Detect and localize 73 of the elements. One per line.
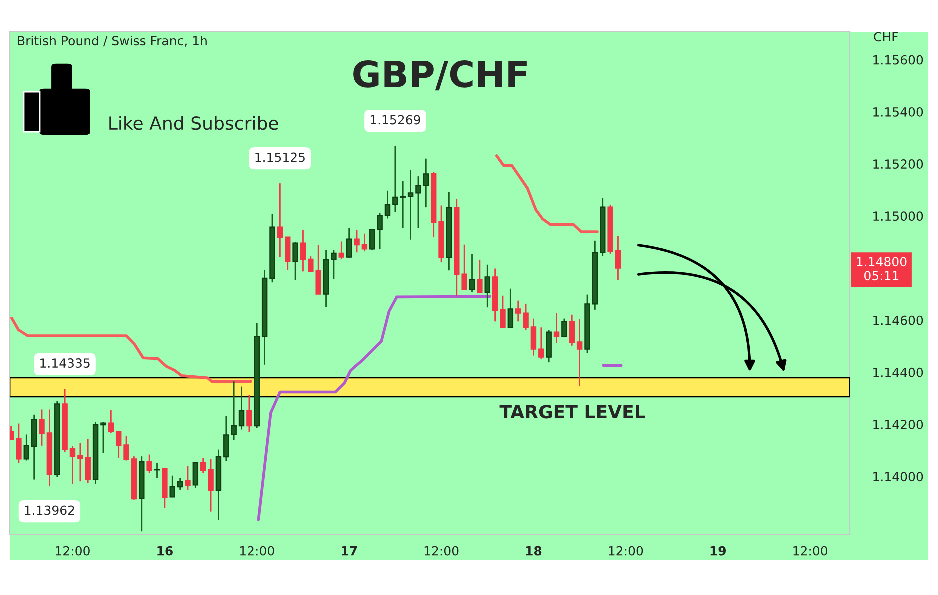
candlestick — [530, 318, 537, 356]
candlestick — [562, 318, 568, 338]
y-tick-label: 1.15400 — [874, 107, 924, 117]
candlestick — [469, 254, 476, 294]
candlestick — [538, 326, 544, 360]
candlestick — [39, 409, 45, 447]
x-tick-label: 12:00 — [424, 546, 459, 556]
y-tick-label: 1.15600 — [874, 55, 924, 65]
candlestick — [423, 158, 430, 208]
annotation: 1.15125 — [256, 152, 305, 162]
x-tick-label: 12:00 — [794, 546, 828, 556]
candlestick — [554, 312, 560, 344]
candlestick — [185, 466, 191, 491]
text: 1.14800 05:11 — [857, 257, 907, 281]
candlestick — [108, 410, 114, 434]
candlestick — [354, 229, 360, 254]
y-tick-label: 1.14000 — [874, 472, 924, 482]
chart-title: British Pound / Swiss Franc, 1h — [18, 36, 207, 47]
candlestick — [500, 295, 506, 328]
annotation: 1.14335 — [40, 358, 90, 368]
candlestick — [416, 176, 422, 230]
candlestick — [569, 314, 575, 347]
candlestick — [192, 462, 199, 489]
annotation: GBP/CHF — [354, 60, 527, 91]
candlestick — [477, 259, 483, 294]
x-tick-label: 18 — [526, 546, 542, 556]
candlestick — [146, 454, 152, 474]
candlestick — [200, 457, 206, 474]
y-tick-label: 1.14600 — [874, 316, 924, 326]
candlestick — [523, 303, 529, 332]
candlestick — [16, 423, 22, 464]
candlestick — [484, 264, 490, 308]
candlestick — [100, 422, 106, 454]
x-tick-label: 16 — [158, 546, 173, 556]
candlestick — [576, 318, 583, 388]
annotation: 1.13962 — [25, 506, 74, 516]
candlestick — [346, 228, 352, 260]
candlestick — [615, 236, 622, 282]
x-tick-label: 12:00 — [240, 546, 274, 556]
candlestick — [377, 212, 383, 250]
y-axis-title: CHF — [874, 32, 898, 42]
x-tick-label: 12:00 — [609, 546, 644, 556]
y-tick-label: 1.15000 — [874, 212, 924, 222]
candlestick — [170, 475, 176, 498]
candlestick — [370, 228, 376, 251]
candlestick — [292, 242, 298, 281]
candlestick — [124, 436, 130, 462]
x-tick-label: 19 — [710, 546, 726, 556]
candlestick — [277, 182, 284, 258]
candlestick — [408, 169, 414, 241]
candlestick — [70, 446, 76, 486]
annotation: 1.15269 — [370, 115, 420, 125]
candlestick — [331, 249, 337, 280]
candlestick — [154, 462, 160, 479]
candlestick — [338, 240, 345, 260]
candlestick — [116, 430, 122, 459]
candlestick — [208, 458, 214, 513]
band-label: TARGET LEVEL — [500, 405, 646, 419]
y-tick-label: 1.14400 — [874, 368, 924, 378]
candlestick — [362, 233, 368, 252]
x-tick-label: 12:00 — [56, 546, 90, 556]
y-tick-label: 1.15200 — [874, 160, 924, 169]
candlestick — [515, 300, 522, 322]
candlestick — [384, 190, 391, 220]
y-tick-label: 1.14200 — [874, 420, 924, 430]
candlestick — [238, 386, 245, 430]
candlestick — [246, 394, 252, 434]
x-tick-label: 17 — [342, 546, 358, 556]
annotation: Like And Subscribe — [110, 116, 278, 130]
candlestick — [508, 288, 514, 328]
candlestick — [24, 434, 30, 462]
candlestick — [177, 478, 184, 491]
candlestick — [300, 229, 306, 272]
